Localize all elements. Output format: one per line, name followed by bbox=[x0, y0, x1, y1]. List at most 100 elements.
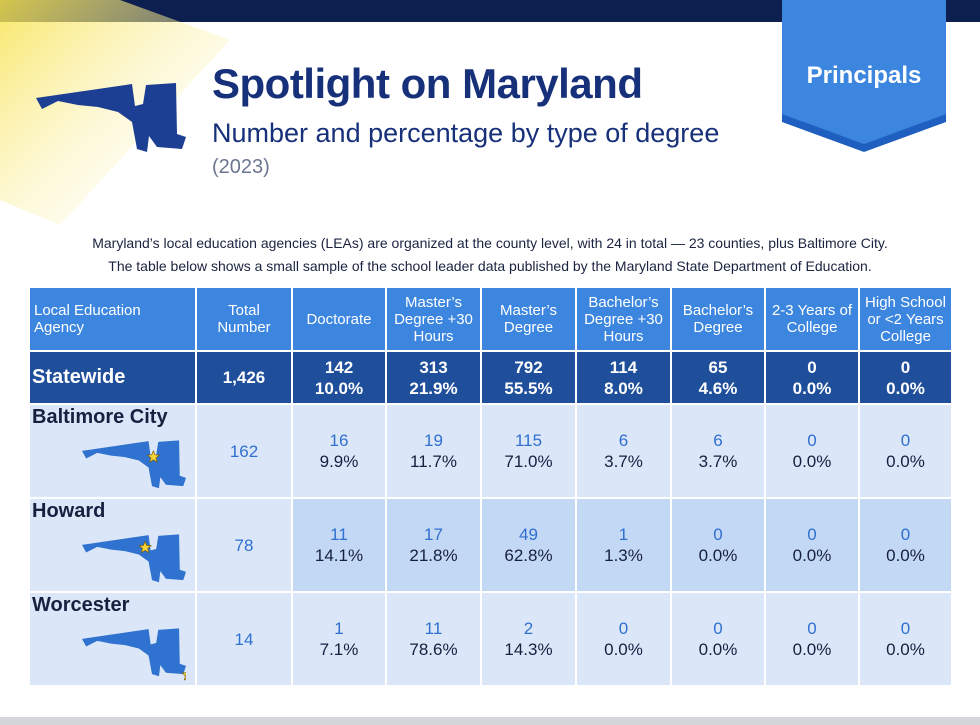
degree-cell: 0 0.0% bbox=[766, 405, 858, 497]
percentage: 1.3% bbox=[604, 546, 643, 565]
degree-cell: 16 9.9% bbox=[293, 405, 385, 497]
count: 0 bbox=[900, 357, 911, 377]
percentage: 8.0% bbox=[604, 378, 643, 398]
degree-cell: 0 0.0% bbox=[766, 499, 858, 591]
intro-line: The table below shows a small sample of … bbox=[108, 258, 872, 274]
column-header: High School or <2 Years College bbox=[860, 288, 951, 350]
column-header: Master’s Degree +30 Hours bbox=[387, 288, 480, 350]
percentage: 0.0% bbox=[886, 546, 925, 565]
count: 65 bbox=[708, 357, 728, 377]
title: Spotlight on Maryland bbox=[212, 60, 643, 107]
data-table: Local Education Agency Total Number Doctor… bbox=[28, 286, 953, 687]
degree-cell: 49 62.8% bbox=[482, 499, 575, 591]
degree-cell: 0 0.0% bbox=[577, 593, 670, 685]
degree-cell: 1 1.3% bbox=[577, 499, 670, 591]
degree-cell: 6 3.7% bbox=[672, 405, 764, 497]
percentage: 0.0% bbox=[886, 452, 925, 471]
statewide-row: Statewide 1,426 142 10.0% 313 21.9% 792 55.5% 11… bbox=[30, 352, 951, 403]
percentage: 0.0% bbox=[886, 378, 925, 398]
degree-cell: 11 78.6% bbox=[387, 593, 480, 685]
count: 0 bbox=[807, 525, 817, 544]
percentage: 78.6% bbox=[409, 640, 458, 659]
percentage: 10.0% bbox=[314, 378, 364, 398]
count: 0 bbox=[900, 525, 911, 544]
percentage: 3.7% bbox=[604, 452, 643, 471]
subtitle: Number and percentage by type of degree bbox=[212, 118, 720, 148]
percentage: 62.8% bbox=[504, 546, 553, 565]
degree-cell: 313 21.9% bbox=[387, 352, 480, 403]
intro: Maryland’s local education agencies (LEA… bbox=[0, 232, 980, 278]
count: 0 bbox=[807, 431, 817, 450]
column-header: Bachelor’s Degree +30 Hours bbox=[577, 288, 670, 350]
count: 11 bbox=[330, 525, 348, 544]
county-row: Baltimore City 162 16 9.9% 19 11.7% 115 71.0% 6 3… bbox=[30, 405, 951, 497]
agency-name: Worcester bbox=[32, 594, 130, 616]
degree-cell: 0 0.0% bbox=[860, 593, 951, 685]
count: 0 bbox=[900, 431, 911, 450]
badge-label: Principals bbox=[806, 62, 922, 89]
percentage: 0.0% bbox=[792, 452, 832, 471]
column-header: Doctorate bbox=[293, 288, 385, 350]
degree-cell: 19 11.7% bbox=[387, 405, 480, 497]
count: 11 bbox=[424, 619, 443, 638]
degree-cell: 0 0.0% bbox=[766, 352, 858, 403]
agency-cell: Worcester bbox=[30, 593, 195, 685]
percentage: 0.0% bbox=[792, 640, 832, 659]
agency-name: Howard bbox=[32, 500, 106, 522]
count: 0 bbox=[618, 619, 629, 638]
count: 2 bbox=[523, 619, 534, 638]
degree-cell: 17 21.8% bbox=[387, 499, 480, 591]
degree-cell: 6 3.7% bbox=[577, 405, 670, 497]
total-cell: 14 bbox=[197, 593, 291, 685]
degree-cell: 0 0.0% bbox=[766, 593, 858, 685]
count: 142 bbox=[324, 357, 354, 377]
column-header: Bachelor’s Degree bbox=[672, 288, 764, 350]
degree-cell: 0 0.0% bbox=[860, 499, 951, 591]
degree-cell: 0 0.0% bbox=[672, 593, 764, 685]
percentage: 4.6% bbox=[698, 378, 738, 398]
count: 0 bbox=[807, 357, 817, 377]
bottom-bar bbox=[0, 717, 980, 725]
light-beam bbox=[0, 0, 230, 225]
column-header: Total Number bbox=[197, 288, 291, 350]
county-row: Worcester 14 1 7.1% 11 78.6% 2 14.3% 0 0.0% 0 0.0% 0… bbox=[30, 593, 951, 685]
degree-cell: 115 71.0% bbox=[482, 405, 575, 497]
percentage: 14.1% bbox=[314, 546, 364, 565]
percentage: 3.7% bbox=[698, 452, 738, 471]
degree-cell: 1 7.1% bbox=[293, 593, 385, 685]
percentage: 0.0% bbox=[604, 640, 643, 659]
count: 17 bbox=[424, 525, 443, 544]
county-row: Howard 78 11 14.1% 17 21.8% 49 62.8% 1 1.3% 0 0.0% 0… bbox=[30, 499, 951, 591]
count: 6 bbox=[618, 431, 629, 450]
agency-name: Baltimore City bbox=[32, 406, 168, 428]
count: 792 bbox=[514, 357, 543, 377]
total-cell: 1,426 bbox=[197, 352, 291, 403]
percentage: 7.1% bbox=[319, 640, 359, 659]
top-bar bbox=[0, 0, 980, 22]
percentage: 21.8% bbox=[409, 546, 458, 565]
count: 19 bbox=[424, 431, 443, 450]
degree-cell: 114 8.0% bbox=[577, 352, 670, 403]
column-header: Local Education Agency bbox=[30, 288, 195, 350]
county-map bbox=[82, 628, 186, 681]
degree-cell: 11 14.1% bbox=[293, 499, 385, 591]
maryland-map bbox=[36, 83, 186, 152]
count: 0 bbox=[713, 525, 723, 544]
header-row: Local Education Agency Total Number Doctor… bbox=[30, 288, 951, 350]
degree-cell: 0 0.0% bbox=[672, 499, 764, 591]
count: 115 bbox=[514, 431, 543, 450]
agency-cell: Baltimore City bbox=[30, 405, 195, 497]
agency-cell: Statewide bbox=[30, 352, 195, 403]
percentage: 0.0% bbox=[792, 378, 832, 398]
percentage: 55.5% bbox=[504, 378, 553, 398]
degree-cell: 792 55.5% bbox=[482, 352, 575, 403]
percentage: 0.0% bbox=[698, 546, 738, 565]
percentage: 0.0% bbox=[886, 640, 925, 659]
year: (2023) bbox=[212, 156, 270, 178]
count: 0 bbox=[713, 619, 723, 638]
count: 16 bbox=[329, 431, 349, 450]
column-header: 2-3 Years of College bbox=[766, 288, 858, 350]
total-cell: 78 bbox=[197, 499, 291, 591]
degree-cell: 2 14.3% bbox=[482, 593, 575, 685]
